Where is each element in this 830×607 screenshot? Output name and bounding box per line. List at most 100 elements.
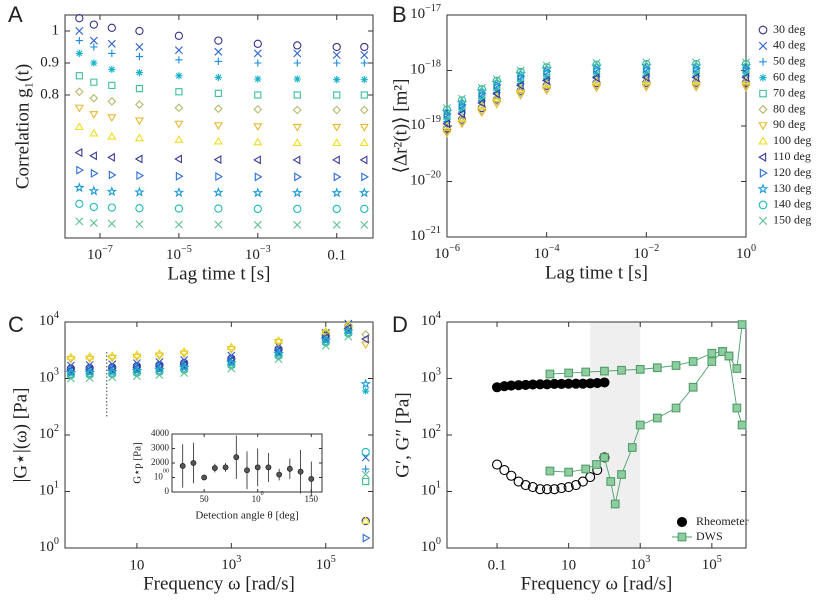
marker [294,172,302,182]
marker [332,138,342,147]
x-tick-label: 10−6 [434,243,460,262]
marker [254,75,262,83]
point [286,465,293,472]
marker [75,36,83,45]
marker [89,128,99,137]
y-tick-label: 10−18 [410,59,441,78]
marker [214,73,222,81]
legend-marker [758,25,768,35]
marker [89,111,99,119]
marker [642,58,651,67]
y-axis-label: ⟨Δr²(t)⟩ [m²] [390,79,411,174]
marker [274,355,283,364]
marker [179,346,189,355]
marker [135,204,144,213]
marker [359,123,369,132]
marker [617,470,626,479]
x-tick-label: 10−7 [87,244,113,263]
point [276,471,283,478]
marker [732,364,742,373]
y-tick-label: 101 [39,480,59,499]
marker [707,357,717,366]
marker [89,202,98,212]
marker [174,31,184,40]
marker [359,105,369,115]
marker [75,49,83,57]
marker [332,105,342,115]
marker [135,100,144,109]
y-tick-label: 10−20 [410,170,441,189]
marker [107,351,117,359]
x-axis-label: Detection angle θ [deg] [195,510,298,522]
marker [136,171,145,181]
marker [332,220,341,229]
legend-label: 70 deg [773,85,805,99]
marker [671,403,681,413]
marker [293,75,301,83]
marker [253,155,261,165]
y-tick-label: 1 [52,22,60,38]
legend-marker [759,57,767,66]
marker [175,56,183,64]
marker [131,365,143,376]
marker [332,155,340,165]
marker [591,84,602,93]
marker [692,58,701,67]
marker [254,59,262,67]
shaded-region [590,322,641,548]
marker [134,186,145,197]
marker [88,185,100,196]
marker [90,43,98,51]
legend-marker [758,200,768,210]
marker [253,204,262,214]
panel-letter: A [8,2,23,27]
marker [492,75,501,84]
marker [293,204,302,214]
marker [174,204,184,213]
marker [134,117,144,126]
point [201,474,208,481]
marker [361,341,371,350]
x-tick-label: 10 [561,557,576,573]
marker [477,106,487,115]
marker [516,67,525,77]
marker [741,84,751,92]
marker [85,351,95,360]
marker [90,59,98,67]
marker [361,172,369,182]
marker [545,369,555,379]
marker [442,105,452,115]
point [211,465,218,471]
point [297,468,304,475]
x-tick-label: 10 [129,557,144,573]
y-tick-label: 10−21 [410,225,441,244]
marker [491,459,503,470]
y-tick-label: 3000 [151,443,170,453]
marker [333,91,341,99]
panel-letter: D [392,312,408,337]
x-tick-label: 0.1 [327,247,346,263]
y-tick-label: 100 [39,536,59,555]
marker [252,187,264,198]
y-tick-label: 10−19 [410,114,441,133]
marker [360,220,369,229]
y-tick-label: 101 [421,480,441,499]
y-tick-label: 103 [39,367,59,386]
marker [741,72,750,82]
marker [132,372,141,381]
legend-label: 50 deg [773,54,805,68]
marker [108,65,116,73]
marker [332,42,341,52]
marker [66,374,75,383]
legend-label: 90 deg [773,117,805,131]
marker [174,46,183,55]
point [308,476,315,482]
marker [332,204,341,214]
marker [293,220,302,229]
marker [331,187,343,198]
marker [477,98,485,108]
marker [292,138,302,147]
marker [332,51,341,59]
marker [65,367,77,378]
marker [652,413,662,423]
